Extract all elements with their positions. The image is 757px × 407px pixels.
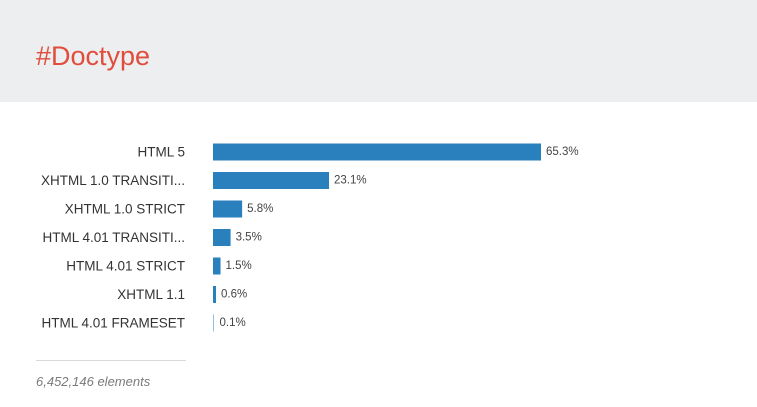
bar[interactable] (213, 257, 221, 275)
bar[interactable] (213, 229, 231, 246)
category-label: HTML 4.01 FRAMESET (41, 316, 185, 331)
bar[interactable] (213, 143, 541, 161)
value-label: 0.6% (221, 289, 247, 301)
page-title: #Doctype (36, 41, 151, 71)
category-label: HTML 5 (137, 145, 185, 160)
value-label: 3.5% (236, 232, 262, 244)
value-label: 1.5% (226, 260, 252, 272)
element-count: 6,452,146 elements (36, 374, 151, 389)
page-header: #Doctype (0, 0, 757, 102)
bar[interactable] (213, 314, 214, 332)
bar[interactable] (213, 172, 330, 189)
footer-divider (36, 360, 186, 361)
category-label: XHTML 1.0 STRICT (65, 202, 185, 217)
value-label: 65.3% (546, 146, 579, 158)
category-label: XHTML 1.1 (117, 287, 185, 302)
value-label: 5.8% (247, 203, 273, 215)
value-label: 23.1% (334, 175, 367, 187)
bar[interactable] (213, 200, 243, 218)
chart-svg: HTML 5 65.3% XHTML 1.0 TRANSITI... 23.1% XHT… (41, 143, 579, 332)
value-label: 0.1% (220, 317, 246, 329)
category-label: HTML 4.01 TRANSITI... (42, 230, 185, 245)
category-label: HTML 4.01 STRICT (66, 259, 185, 274)
category-label: XHTML 1.0 TRANSITI... (41, 173, 185, 188)
doctype-bar-chart: HTML 5 65.3% XHTML 1.0 TRANSITI... 23.1% XHT… (0, 102, 757, 352)
bar[interactable] (213, 286, 217, 303)
